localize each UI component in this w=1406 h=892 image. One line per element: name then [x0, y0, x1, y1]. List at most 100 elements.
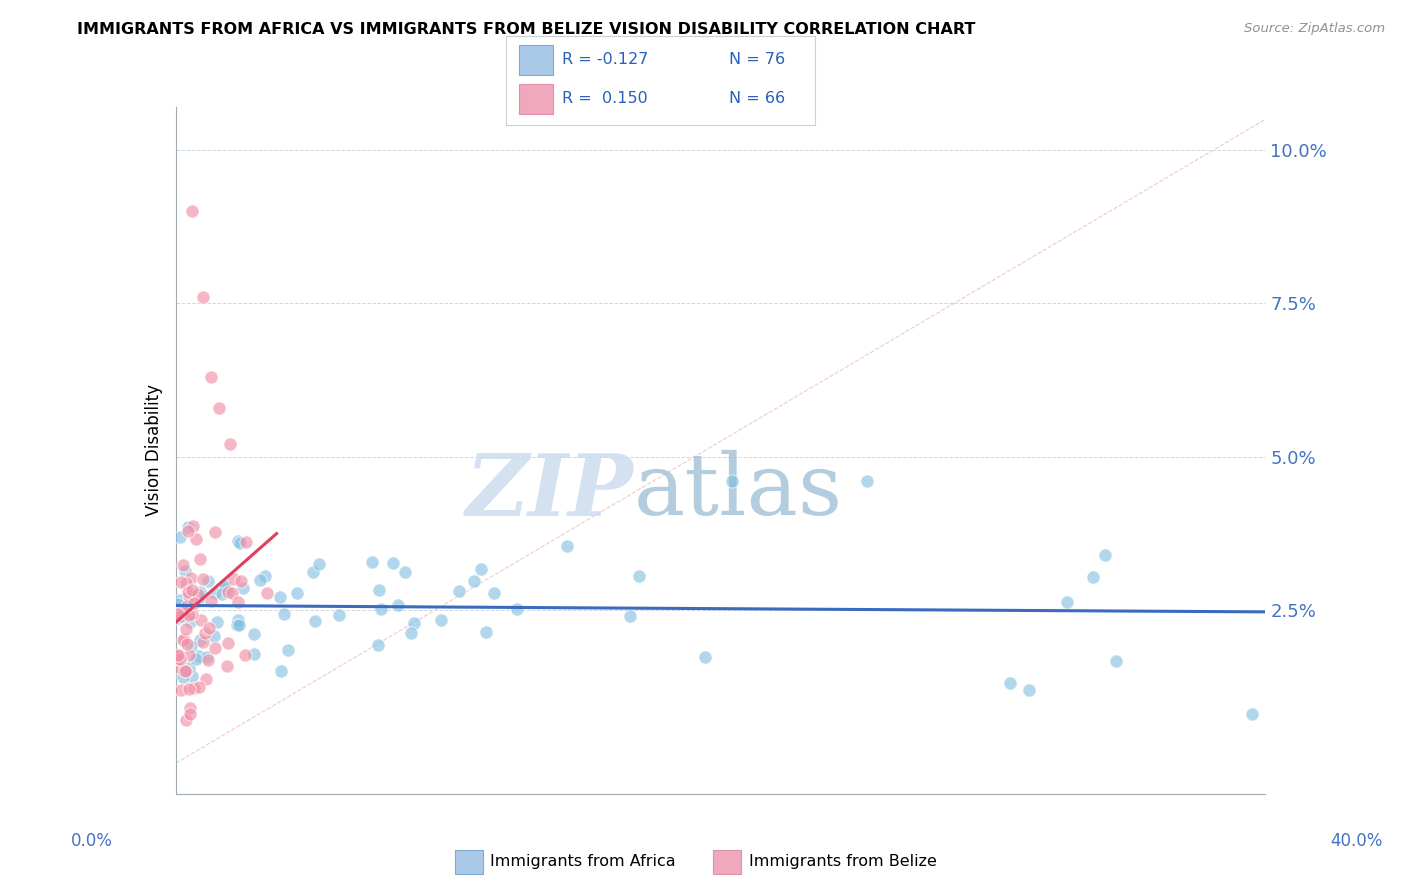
Point: [693, 650, 716, 665]
Point: [235, 535, 257, 549]
Point: [200, 369, 222, 384]
Point: [176, 602, 198, 616]
Point: [221, 585, 243, 599]
Point: [176, 599, 198, 613]
Point: [174, 602, 197, 616]
Point: [188, 591, 211, 605]
Text: R =  0.150: R = 0.150: [562, 91, 648, 105]
Point: [173, 632, 195, 646]
Point: [233, 648, 256, 662]
Point: [1056, 595, 1078, 609]
Point: [228, 617, 250, 632]
Point: [179, 615, 201, 630]
Point: [217, 659, 239, 673]
Point: [229, 536, 252, 550]
Text: atlas: atlas: [633, 450, 842, 533]
Point: [176, 602, 198, 616]
Point: [370, 602, 392, 616]
Point: [1105, 654, 1128, 668]
Point: [180, 571, 202, 585]
Point: [214, 579, 236, 593]
Point: [243, 627, 266, 641]
Point: [183, 681, 205, 695]
Point: [273, 607, 295, 621]
Point: [180, 583, 202, 598]
Point: [190, 633, 212, 648]
Point: [197, 574, 219, 588]
Point: [404, 615, 426, 630]
Point: [177, 585, 200, 599]
Point: [181, 669, 204, 683]
Point: [463, 574, 485, 589]
Point: [308, 557, 330, 571]
Point: [627, 569, 650, 583]
Point: [184, 532, 207, 546]
Point: [277, 643, 299, 657]
Point: [505, 602, 527, 616]
Point: [180, 639, 202, 653]
Point: [301, 565, 323, 579]
Point: [167, 606, 190, 620]
Point: [470, 562, 492, 576]
Point: [256, 586, 278, 600]
Point: [361, 555, 384, 569]
Point: [270, 665, 292, 679]
Text: Immigrants from Belize: Immigrants from Belize: [748, 855, 936, 869]
Point: [475, 625, 498, 640]
Point: [219, 437, 242, 451]
Point: [200, 594, 222, 608]
Point: [183, 596, 205, 610]
Point: [382, 556, 405, 570]
Text: Source: ZipAtlas.com: Source: ZipAtlas.com: [1244, 22, 1385, 36]
Point: [172, 670, 194, 684]
Point: [205, 615, 228, 629]
Bar: [456, 850, 482, 873]
Point: [195, 649, 218, 664]
Text: N = 66: N = 66: [728, 91, 785, 105]
Point: [367, 639, 389, 653]
Point: [229, 574, 252, 589]
Point: [167, 651, 190, 665]
Point: [187, 587, 209, 601]
Point: [387, 599, 409, 613]
Point: [174, 622, 197, 636]
Point: [172, 558, 194, 572]
Text: 0.0%: 0.0%: [70, 831, 112, 849]
Point: [188, 649, 211, 664]
Point: [179, 701, 201, 715]
Point: [167, 598, 190, 612]
Point: [226, 533, 249, 548]
Text: ZIP: ZIP: [465, 450, 633, 533]
Point: [169, 593, 191, 607]
Point: [170, 682, 193, 697]
Point: [180, 607, 202, 622]
Point: [177, 524, 200, 539]
Point: [169, 531, 191, 545]
Point: [181, 518, 204, 533]
Point: [179, 608, 201, 623]
Point: [177, 648, 200, 662]
Point: [167, 660, 190, 674]
Point: [484, 586, 506, 600]
Point: [167, 607, 190, 622]
Point: [430, 613, 453, 627]
Text: Immigrants from Africa: Immigrants from Africa: [491, 855, 676, 869]
Point: [174, 575, 197, 590]
Text: N = 76: N = 76: [728, 53, 785, 67]
Point: [855, 474, 877, 488]
Point: [217, 636, 239, 650]
Point: [998, 676, 1021, 690]
Point: [191, 572, 214, 586]
Point: [167, 611, 190, 625]
Point: [181, 592, 204, 607]
Y-axis label: Vision Disability: Vision Disability: [145, 384, 163, 516]
Point: [172, 633, 194, 648]
Text: IMMIGRANTS FROM AFRICA VS IMMIGRANTS FROM BELIZE VISION DISABILITY CORRELATION C: IMMIGRANTS FROM AFRICA VS IMMIGRANTS FRO…: [77, 22, 976, 37]
Point: [181, 204, 204, 219]
Point: [174, 664, 197, 678]
Point: [170, 609, 193, 624]
Point: [167, 648, 190, 663]
Point: [179, 661, 201, 675]
Point: [194, 625, 217, 640]
Point: [447, 583, 470, 598]
